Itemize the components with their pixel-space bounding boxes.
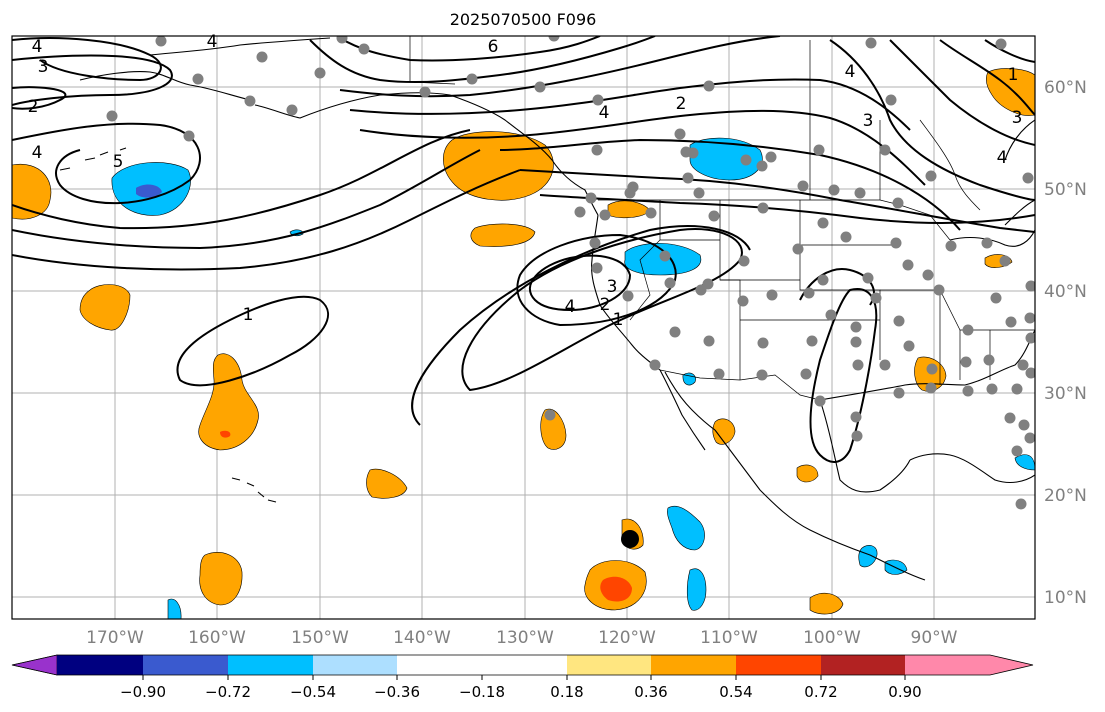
station-markers	[106, 36, 1035, 510]
latitude-label: 30°N	[1044, 384, 1087, 404]
longitude-label: 110°W	[700, 628, 758, 648]
contour-label: 2	[28, 97, 39, 117]
strong-positive-anomaly-areas	[220, 430, 632, 602]
contour-label: 5	[113, 152, 124, 172]
colorbar-segment	[143, 655, 228, 675]
strong-negative-anomaly-areas	[136, 184, 162, 198]
colorbar-tick-label: 0.90	[888, 683, 921, 701]
latitude-label: 20°N	[1044, 486, 1087, 506]
longitude-label: 100°W	[803, 628, 861, 648]
latitude-label: 40°N	[1044, 282, 1087, 302]
colorbar-segment	[905, 655, 1033, 675]
colorbar-segment	[736, 655, 821, 675]
colorbar-tick-label: −0.90	[120, 683, 166, 701]
colorbar-segment	[651, 655, 736, 675]
colorbar-tick-label: 0.36	[634, 683, 667, 701]
contour-label: 2	[676, 94, 687, 114]
contour-label: 1	[613, 310, 624, 330]
contour-label: 4	[32, 37, 43, 57]
colorbar-outline	[11, 654, 1034, 676]
longitude-label: 140°W	[393, 628, 451, 648]
contour-label: 4	[565, 297, 576, 317]
colorbar-segment	[397, 655, 482, 675]
contour-lines	[12, 36, 1035, 463]
contour-label: 1	[243, 305, 254, 325]
colorbar-tick-label: 0.54	[719, 683, 752, 701]
colorbar-segment	[11, 654, 58, 676]
contour-label: 4	[599, 103, 610, 123]
colorbar-segment	[821, 655, 905, 675]
contour-label: 3	[607, 277, 618, 297]
latitude-label: 50°N	[1044, 180, 1087, 200]
colorbar-tick-label: −0.18	[459, 683, 505, 701]
contour-label: 4	[207, 32, 218, 52]
colorbar-tick-label: −0.72	[205, 683, 251, 701]
contour-label: 4	[32, 143, 43, 163]
colorbar-tick-label: 0.18	[550, 683, 583, 701]
colorbar-tick-label: 0.72	[804, 683, 837, 701]
contour-label: 3	[863, 111, 874, 131]
longitude-label: 170°W	[86, 628, 144, 648]
longitude-label: 150°W	[291, 628, 349, 648]
colorbar-segment	[57, 655, 143, 675]
map-frame	[11, 35, 1036, 620]
contour-label: 4	[845, 62, 856, 82]
colorbar-segment	[313, 655, 397, 675]
contour-label: 2	[600, 295, 611, 315]
contour-label: 3	[38, 57, 49, 77]
contour-label: 3	[1012, 108, 1023, 128]
longitude-label: 160°W	[188, 628, 246, 648]
colorbar-segment	[482, 655, 567, 675]
contour-label: 1	[1008, 65, 1019, 85]
map-title: 2025070500 F096	[449, 10, 597, 29]
highlighted-location-marker	[621, 530, 639, 548]
longitude-label: 120°W	[598, 628, 656, 648]
colorbar-segment	[228, 655, 313, 675]
colorbar-segment	[567, 655, 651, 675]
latitude-label: 60°N	[1044, 78, 1087, 98]
contour-label: 4	[997, 148, 1008, 168]
colorbar-tick-label: −0.36	[374, 683, 420, 701]
colorbar: −0.90 −0.72 −0.54 −0.36 −0.18 0.18 0.36 …	[11, 654, 1034, 701]
longitude-label: 130°W	[496, 628, 554, 648]
latitude-label: 10°N	[1044, 588, 1087, 608]
colorbar-tick-label: −0.54	[290, 683, 336, 701]
contour-label: 6	[488, 37, 499, 57]
longitude-label: 90°W	[911, 628, 958, 648]
map-panel	[12, 36, 1035, 619]
